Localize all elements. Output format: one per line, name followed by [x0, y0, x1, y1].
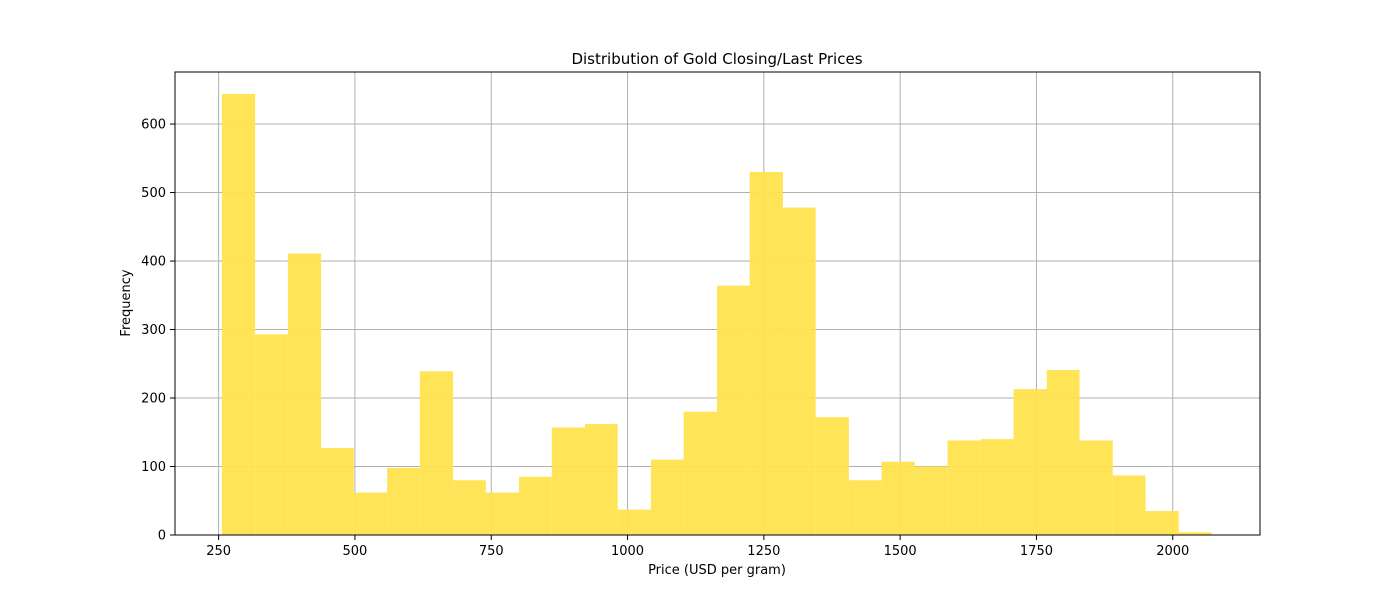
histogram-bar-1: [255, 334, 288, 535]
histogram-bar-3: [321, 448, 354, 535]
histogram-bar-14: [683, 411, 717, 535]
histogram-bar-9: [519, 476, 552, 535]
x-axis-ticks: 250 500 750 1000 1250 1500 1750 2000: [206, 535, 1189, 559]
y-tick-label-6: 600: [141, 118, 166, 133]
y-tick-label-3: 300: [141, 323, 166, 338]
x-tick-label-5: 1500: [884, 544, 917, 559]
histogram-bar-2: [287, 253, 322, 536]
histogram-bar-12: [617, 509, 651, 535]
histogram-bar-26: [1079, 440, 1113, 535]
histogram-bar-5: [387, 467, 420, 535]
histogram-bar-17: [782, 207, 816, 535]
x-tick-label-1: 500: [343, 544, 368, 559]
y-axis-label: Frequency: [119, 269, 134, 336]
histogram-bar-11: [585, 424, 618, 535]
plot-frame: [174, 71, 1261, 536]
histogram-bar-0: [221, 93, 256, 535]
y-axis-ticks: 0 100 200 300 400 500 600: [141, 118, 175, 544]
histogram-bar-15: [716, 285, 750, 535]
histogram-bar-21: [914, 466, 948, 535]
chart-title: Distribution of Gold Closing/Last Prices: [571, 50, 862, 68]
histogram-bar-10: [551, 427, 586, 535]
y-tick-label-2: 200: [141, 392, 166, 407]
histogram-bar-25: [1046, 369, 1080, 535]
histogram-bar-16: [749, 171, 783, 535]
x-tick-label-7: 2000: [1156, 544, 1189, 559]
x-tick-label-0: 250: [206, 544, 231, 559]
y-tick-label-5: 500: [141, 186, 166, 201]
x-tick-label-3: 1000: [611, 544, 644, 559]
x-tick-label-4: 1250: [747, 544, 780, 559]
histogram-bar-24: [1013, 389, 1047, 535]
histogram-bar-19: [848, 480, 882, 535]
histogram-bar-28: [1145, 511, 1179, 535]
y-tick-label-0: 0: [158, 529, 166, 544]
histogram-bar-20: [881, 461, 915, 535]
histogram-bar-4: [353, 492, 388, 535]
histogram-bar-27: [1112, 475, 1146, 535]
histogram-bar-8: [485, 492, 520, 535]
histogram-bar-22: [947, 440, 981, 535]
histogram-bar-23: [980, 439, 1014, 535]
x-tick-label-6: 1750: [1020, 544, 1053, 559]
histogram-bar-13: [650, 459, 684, 535]
histogram-bars: [221, 93, 1212, 536]
histogram-bar-18: [815, 417, 849, 535]
y-tick-label-4: 400: [141, 255, 166, 270]
x-tick-label-2: 750: [479, 544, 504, 559]
histogram-bar-6: [419, 371, 454, 535]
y-tick-label-1: 100: [141, 460, 166, 475]
x-axis-label: Price (USD per gram): [648, 563, 786, 578]
histogram-bar-29: [1178, 532, 1212, 535]
histogram-bar-7: [453, 480, 486, 535]
